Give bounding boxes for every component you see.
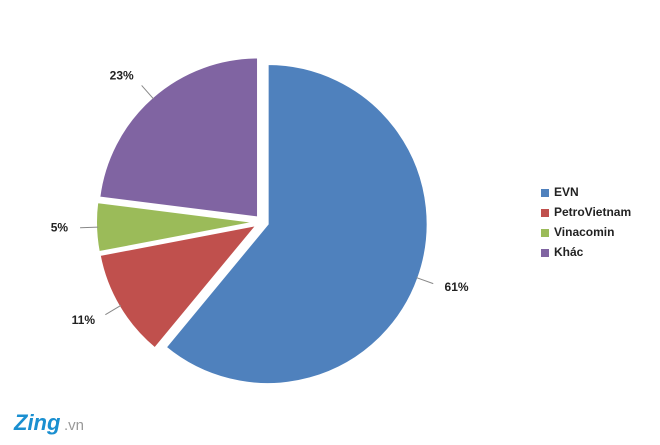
legend-label: Vinacomin [554, 225, 614, 239]
legend-label: Khác [554, 245, 584, 259]
legend-label: PetroVietnam [554, 205, 631, 219]
leader-line [416, 277, 434, 285]
leader-line [141, 85, 154, 100]
legend-swatch [541, 249, 549, 257]
data-label: 61% [445, 280, 469, 294]
watermark-domain: .vn [64, 417, 84, 434]
leader-line [80, 226, 99, 229]
data-label: 11% [72, 313, 96, 327]
data-label: 23% [110, 69, 134, 83]
watermark-brand: Zing [13, 410, 61, 435]
leader-line [105, 305, 122, 316]
legend-swatch [541, 209, 549, 217]
data-label: 5% [51, 220, 69, 234]
legend-swatch [541, 229, 549, 237]
legend-label: EVN [554, 185, 579, 199]
legend-swatch [541, 189, 549, 197]
